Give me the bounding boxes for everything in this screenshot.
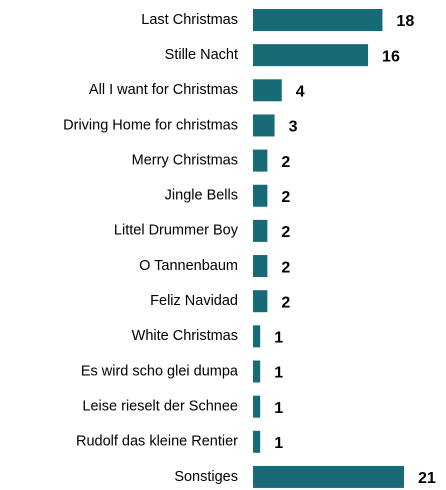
bar	[253, 44, 369, 67]
value-label: 2	[281, 259, 290, 276]
category-label: Es wird scho glei dumpa	[81, 363, 239, 379]
value-label: 16	[382, 48, 400, 65]
category-label: Driving Home for christmas	[63, 117, 238, 133]
category-label: O Tannenbaum	[139, 258, 238, 274]
category-label: Jingle Bells	[165, 188, 238, 204]
category-label: Littel Drummer Boy	[114, 223, 239, 239]
value-label: 2	[281, 154, 290, 171]
bar	[253, 395, 261, 418]
bar	[253, 79, 282, 102]
bar	[253, 430, 261, 453]
bar	[253, 219, 268, 242]
bar	[253, 360, 261, 383]
category-label: Rudolf das kleine Rentier	[76, 434, 238, 450]
bar	[253, 184, 268, 207]
category-label: Merry Christmas	[132, 152, 238, 168]
category-label: Feliz Navidad	[150, 293, 238, 309]
value-label: 1	[274, 435, 283, 452]
category-label: All I want for Christmas	[89, 82, 238, 98]
bar	[253, 290, 268, 313]
bar	[253, 325, 261, 348]
category-label: Sonstiges	[174, 469, 238, 485]
value-label: 2	[281, 224, 290, 241]
category-label: Last Christmas	[141, 12, 238, 28]
value-label: 18	[396, 13, 414, 30]
category-label: White Christmas	[132, 328, 238, 344]
value-label: 1	[274, 400, 283, 417]
bar	[253, 465, 404, 488]
value-label: 3	[289, 119, 298, 136]
value-label: 2	[281, 294, 290, 311]
category-label: Leise rieselt der Schnee	[82, 398, 238, 414]
value-label: 21	[418, 470, 436, 487]
value-label: 1	[274, 365, 283, 382]
value-label: 2	[281, 189, 290, 206]
value-label: 4	[296, 84, 305, 101]
bar	[253, 255, 268, 278]
value-label: 1	[274, 330, 283, 347]
bar	[253, 9, 383, 31]
bar	[253, 149, 268, 172]
category-label: Stille Nacht	[165, 47, 238, 63]
bar	[253, 114, 275, 137]
